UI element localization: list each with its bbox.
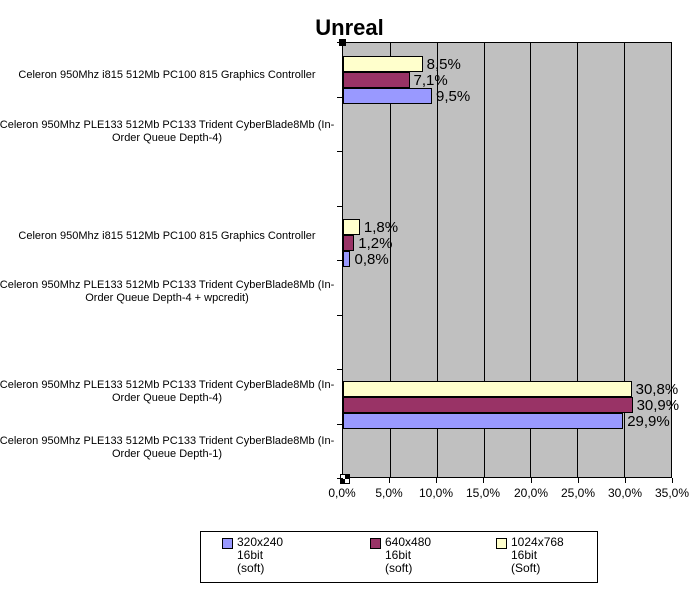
x-axis-tick (578, 478, 579, 483)
chart-title: Unreal (315, 15, 384, 40)
bar-value-label: 7,1% (413, 72, 448, 89)
legend-label: 320x240 16bit (soft) (237, 535, 284, 575)
x-axis-label: 10,0% (418, 486, 454, 500)
category-label: Celeron 950Mhz PLE133 512Mb PC133 Triden… (0, 279, 335, 304)
x-axis-label: 5,0% (375, 486, 403, 500)
y-axis-tick (337, 478, 342, 479)
y-axis-tick (337, 97, 342, 98)
selection-handle-bottom (340, 474, 350, 484)
bar-value-label: 8,5% (426, 56, 461, 73)
bar-value-label: 0,8% (354, 251, 389, 268)
x-axis-tick (436, 478, 437, 483)
gridline (577, 43, 579, 477)
bar-value-label: 29,9% (627, 413, 670, 430)
category-label: Celeron 950Mhz PLE133 512Mb PC133 Triden… (0, 435, 335, 460)
legend-marker (496, 538, 507, 549)
category-label: Celeron 950Mhz i815 512Mb PC100 815 Grap… (18, 230, 316, 242)
x-axis-tick (531, 478, 532, 483)
bar-320x240-cat2 (343, 251, 351, 267)
bar-320x240-cat4 (343, 413, 624, 429)
plot-area: 8,5% 7,1% 9,5% 1,8% 1,2% 0,8% 30,8% 30,9% 29,9% (342, 42, 679, 478)
bar-value-label: 30,9% (636, 397, 680, 414)
category-label: Celeron 950Mhz PLE133 512Mb PC133 Triden… (0, 379, 335, 404)
x-axis-label: 35,0% (654, 486, 690, 500)
bar-1024x768-cat0 (343, 56, 423, 72)
y-axis-tick (337, 315, 342, 316)
y-axis-tick (337, 151, 342, 152)
bar-value-label: 1,2% (358, 235, 393, 252)
x-axis-label: 25,0% (560, 486, 596, 500)
bar-value-label: 30,8% (635, 381, 679, 398)
gridline (483, 43, 485, 477)
x-axis-tick (342, 478, 343, 483)
y-axis-tick (337, 424, 342, 425)
bar-1024x768-cat4 (343, 381, 632, 397)
x-axis-label: 0,0% (328, 486, 356, 500)
selection-handle-top (339, 39, 346, 46)
bar-640x480-cat2 (343, 235, 355, 251)
bar-1024x768-cat2 (343, 219, 360, 235)
x-axis-label: 20,0% (513, 486, 549, 500)
x-axis-tick (672, 478, 673, 483)
bar-640x480-cat4 (343, 397, 633, 413)
legend-label: 1024x768 16bit (Soft) (511, 535, 564, 575)
bar-320x240-cat0 (343, 88, 433, 104)
legend-label: 640x480 16bit (soft) (385, 535, 432, 575)
x-axis-tick (483, 478, 484, 483)
y-axis-tick (337, 369, 342, 370)
legend-marker (370, 538, 381, 549)
legend-marker (222, 538, 233, 549)
gridline (624, 43, 626, 477)
x-axis-label: 30,0% (607, 486, 643, 500)
x-axis-tick (625, 478, 626, 483)
y-axis-tick (337, 260, 342, 261)
x-axis-label: 15,0% (465, 486, 501, 500)
bar-value-label: 9,5% (436, 88, 471, 105)
category-label: Celeron 950Mhz PLE133 512Mb PC133 Triden… (0, 119, 335, 144)
y-axis-tick (337, 206, 342, 207)
bar-value-label: 1,8% (363, 219, 399, 236)
bar-640x480-cat0 (343, 72, 410, 88)
legend: 320x240 16bit (soft) 640x480 16bit (soft)… (200, 531, 598, 583)
gridline (530, 43, 532, 477)
x-axis-tick (389, 478, 390, 483)
gridline (436, 43, 438, 477)
category-label: Celeron 950Mhz i815 512Mb PC100 815 Grap… (18, 69, 316, 81)
gridline (389, 43, 391, 477)
y-axis-tick (337, 42, 342, 43)
